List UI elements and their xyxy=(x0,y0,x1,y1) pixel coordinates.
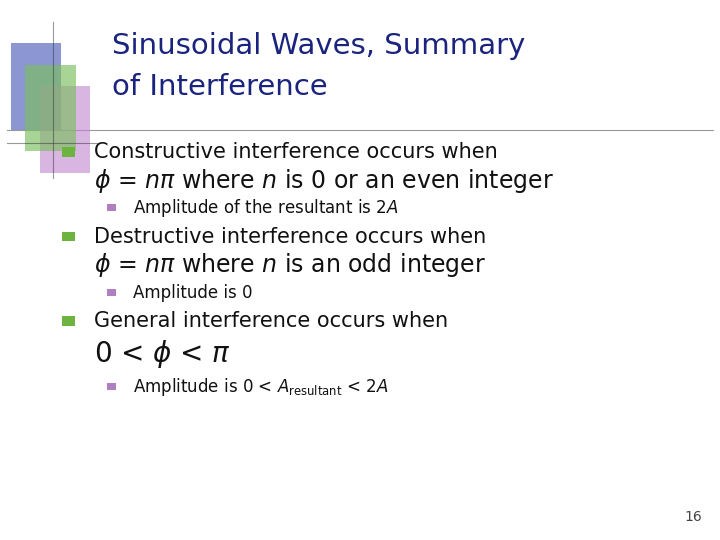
FancyBboxPatch shape xyxy=(40,86,90,173)
Text: General interference occurs when: General interference occurs when xyxy=(94,311,448,332)
FancyBboxPatch shape xyxy=(107,289,117,296)
FancyBboxPatch shape xyxy=(62,316,75,326)
Text: 16: 16 xyxy=(684,510,702,524)
Text: Constructive interference occurs when: Constructive interference occurs when xyxy=(94,142,498,163)
FancyBboxPatch shape xyxy=(11,43,61,130)
FancyBboxPatch shape xyxy=(25,65,76,151)
Text: Destructive interference occurs when: Destructive interference occurs when xyxy=(94,226,486,247)
Text: Amplitude is 0: Amplitude is 0 xyxy=(133,284,253,302)
Text: $\phi$ = $n\pi$ where $n$ is an odd integer: $\phi$ = $n\pi$ where $n$ is an odd inte… xyxy=(94,251,485,279)
FancyBboxPatch shape xyxy=(62,232,75,241)
Text: 0 < $\phi$ < $\pi$: 0 < $\phi$ < $\pi$ xyxy=(94,338,230,370)
Text: Amplitude is 0 < $A_{\mathrm{resultant}}$ < 2$A$: Amplitude is 0 < $A_{\mathrm{resultant}}… xyxy=(133,376,389,397)
FancyBboxPatch shape xyxy=(107,383,117,390)
Text: of Interference: of Interference xyxy=(112,73,327,101)
Text: Amplitude of the resultant is 2$A$: Amplitude of the resultant is 2$A$ xyxy=(133,197,399,219)
Text: $\phi$ = $n\pi$ where $n$ is 0 or an even integer: $\phi$ = $n\pi$ where $n$ is 0 or an eve… xyxy=(94,167,554,195)
Text: Sinusoidal Waves, Summary: Sinusoidal Waves, Summary xyxy=(112,32,525,60)
FancyBboxPatch shape xyxy=(107,204,117,211)
FancyBboxPatch shape xyxy=(62,147,75,157)
